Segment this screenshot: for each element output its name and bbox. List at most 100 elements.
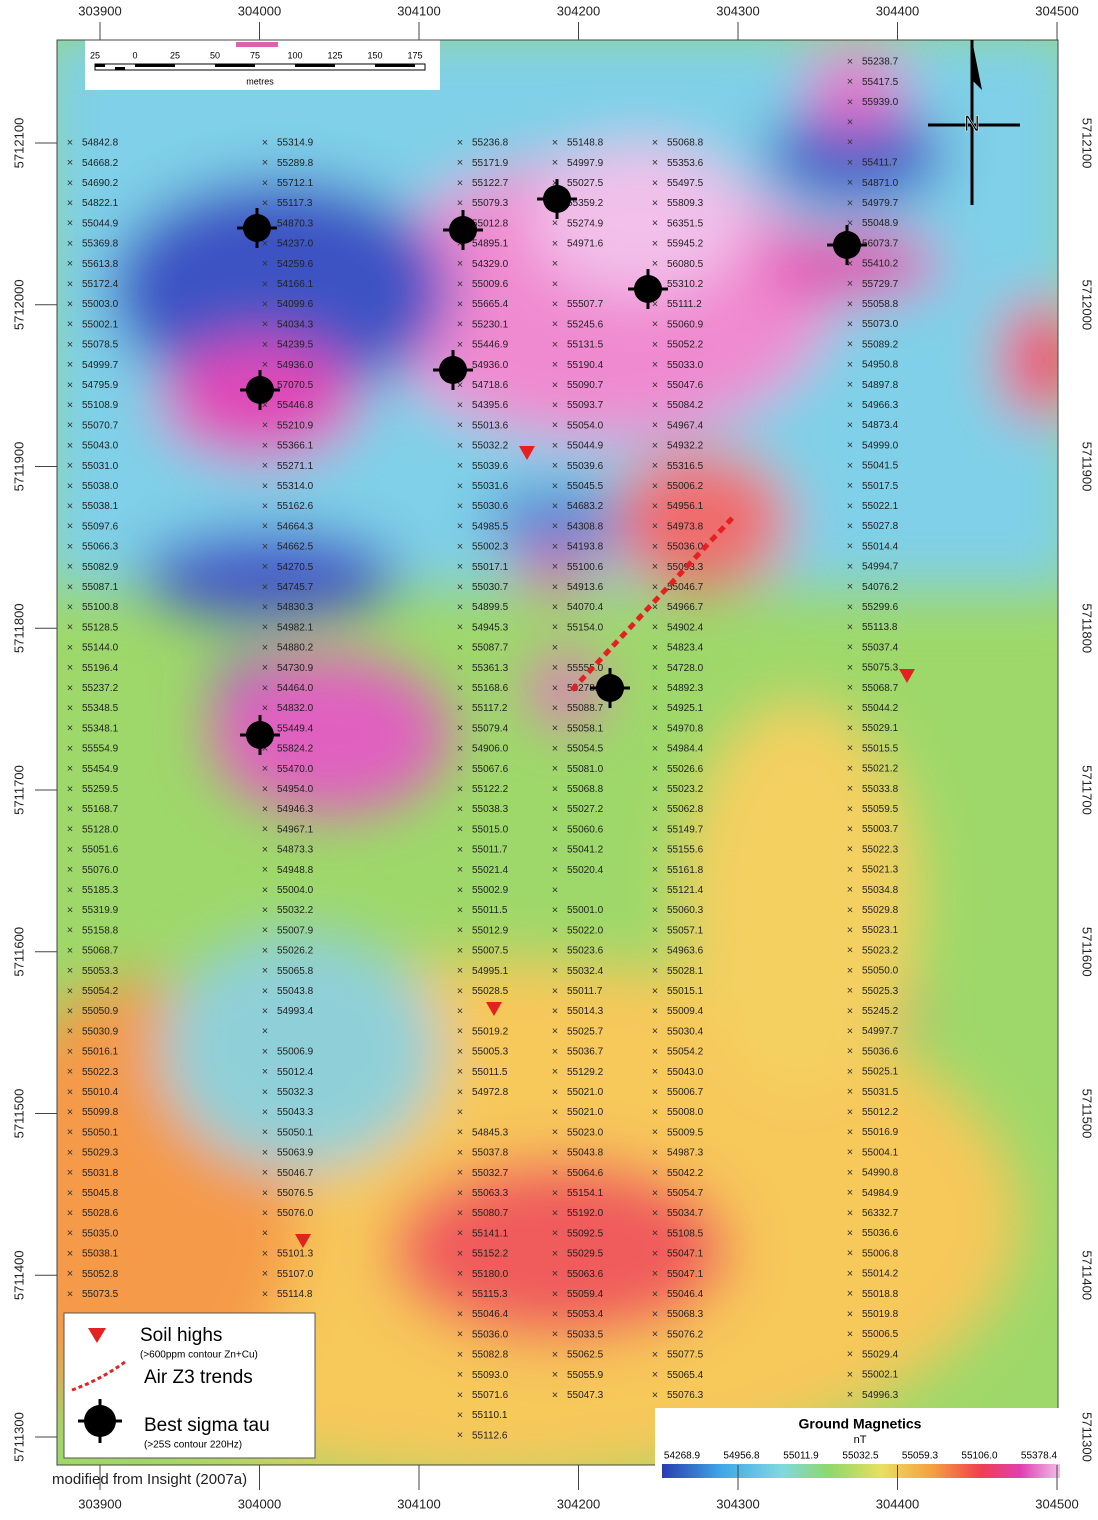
station-marker: ×	[262, 1268, 268, 1280]
legend-tau-note: (>25S contour 220Hz)	[144, 1440, 242, 1451]
station-reading: 55665.4	[472, 299, 509, 310]
station-marker: ×	[652, 1309, 658, 1321]
station-marker: ×	[552, 662, 558, 674]
station-marker: ×	[652, 258, 658, 270]
station-marker: ×	[262, 480, 268, 492]
station-marker: ×	[67, 864, 73, 876]
station-marker: ×	[457, 703, 463, 715]
station-marker: ×	[847, 783, 853, 795]
station-reading: 55050.9	[82, 1006, 119, 1017]
station-marker: ×	[67, 1107, 73, 1119]
station-marker: ×	[457, 521, 463, 533]
station-reading: 55117.2	[472, 703, 508, 714]
station-reading: 55410.2	[862, 259, 899, 270]
scale-label: 150	[367, 50, 382, 60]
station-marker: ×	[67, 1066, 73, 1078]
station-reading: 55289.8	[277, 158, 314, 169]
station-reading: 54973.8	[667, 521, 704, 532]
station-reading: 54966.7	[667, 602, 704, 613]
station-marker: ×	[652, 440, 658, 452]
station-reading: 55005.3	[472, 1047, 509, 1058]
station-reading: 55087.7	[472, 643, 509, 654]
station-marker: ×	[262, 278, 268, 290]
station-reading: 55071.6	[472, 1390, 509, 1401]
station-marker: ×	[67, 763, 73, 775]
station-reading: 55039.6	[472, 461, 509, 472]
station-marker: ×	[552, 945, 558, 957]
station-marker: ×	[847, 723, 853, 735]
station-reading: 55012.4	[277, 1067, 314, 1078]
easting-label: 304500	[1035, 3, 1078, 18]
station-marker: ×	[652, 884, 658, 896]
station-marker: ×	[652, 864, 658, 876]
station-reading: 55070.7	[82, 420, 119, 431]
station-marker: ×	[457, 420, 463, 432]
station-marker: ×	[262, 945, 268, 957]
station-marker: ×	[552, 1147, 558, 1159]
station-marker: ×	[262, 541, 268, 553]
station-marker: ×	[847, 824, 853, 836]
station-reading: 54996.3	[862, 1390, 899, 1401]
station-reading: 55025.7	[567, 1026, 604, 1037]
station-marker: ×	[67, 602, 73, 614]
station-marker: ×	[552, 258, 558, 270]
station-reading: 55002.1	[862, 1370, 899, 1381]
station-reading: 55034.8	[862, 885, 899, 896]
northing-label: 5712000	[11, 279, 26, 330]
station-marker: ×	[552, 743, 558, 755]
station-reading: 55036.7	[567, 1047, 604, 1058]
station-reading: 55031.8	[82, 1168, 119, 1179]
station-reading: 56332.7	[862, 1208, 899, 1219]
station-marker: ×	[457, 1268, 463, 1280]
station-reading: 55446.9	[472, 340, 509, 351]
station-reading: 55043.8	[277, 986, 314, 997]
station-reading: 55006.2	[667, 481, 704, 492]
station-reading: 55131.5	[567, 340, 604, 351]
station-marker: ×	[552, 581, 558, 593]
station-reading: 55047.1	[667, 1269, 704, 1280]
station-reading: 55009.5	[667, 1127, 704, 1138]
station-marker: ×	[847, 884, 853, 896]
northing-label: 5711900	[11, 442, 26, 492]
northing-label: 5711600	[1080, 927, 1095, 977]
station-reading: 55712.1	[277, 178, 314, 189]
colorbar-tick: 55032.5	[842, 1451, 879, 1462]
station-marker: ×	[457, 1127, 463, 1139]
station-reading: 55032.2	[472, 441, 509, 452]
station-marker: ×	[262, 662, 268, 674]
station-marker: ×	[262, 602, 268, 614]
station-reading: 55122.2	[472, 784, 509, 795]
station-reading: 55016.9	[862, 1127, 899, 1138]
station-marker: ×	[552, 763, 558, 775]
station-reading: 55067.6	[472, 764, 509, 775]
station-marker: ×	[652, 1127, 658, 1139]
station-reading: 55068.8	[667, 138, 704, 149]
station-marker: ×	[652, 985, 658, 997]
station-marker: ×	[262, 1147, 268, 1159]
station-marker: ×	[457, 1147, 463, 1159]
station-reading: 55019.2	[472, 1026, 509, 1037]
station-marker: ×	[67, 581, 73, 593]
station-marker: ×	[847, 96, 853, 108]
station-reading: 55022.3	[862, 844, 899, 855]
station-reading: 55168.7	[82, 804, 119, 815]
colorbar-title: Ground Magnetics	[799, 1416, 922, 1432]
station-reading: 55082.8	[472, 1350, 509, 1361]
station-reading: 55030.7	[472, 582, 509, 593]
station-marker: ×	[552, 1167, 558, 1179]
station-reading: 55111.2	[667, 299, 702, 310]
station-marker: ×	[652, 379, 658, 391]
station-marker: ×	[262, 1066, 268, 1078]
station-marker: ×	[847, 1308, 853, 1320]
station-marker: ×	[67, 965, 73, 977]
station-reading: 54990.8	[862, 1168, 899, 1179]
station-reading: 55185.3	[82, 885, 119, 896]
station-reading: 55554.9	[82, 744, 119, 755]
colorbar-tick: 54268.9	[664, 1451, 701, 1462]
station-marker: ×	[652, 1086, 658, 1098]
station-reading: 55048.9	[862, 218, 899, 229]
station-marker: ×	[552, 238, 558, 250]
station-reading: 54076.2	[862, 582, 899, 593]
station-reading: 55088.7	[567, 703, 604, 714]
station-reading: 55043.0	[667, 1067, 704, 1078]
